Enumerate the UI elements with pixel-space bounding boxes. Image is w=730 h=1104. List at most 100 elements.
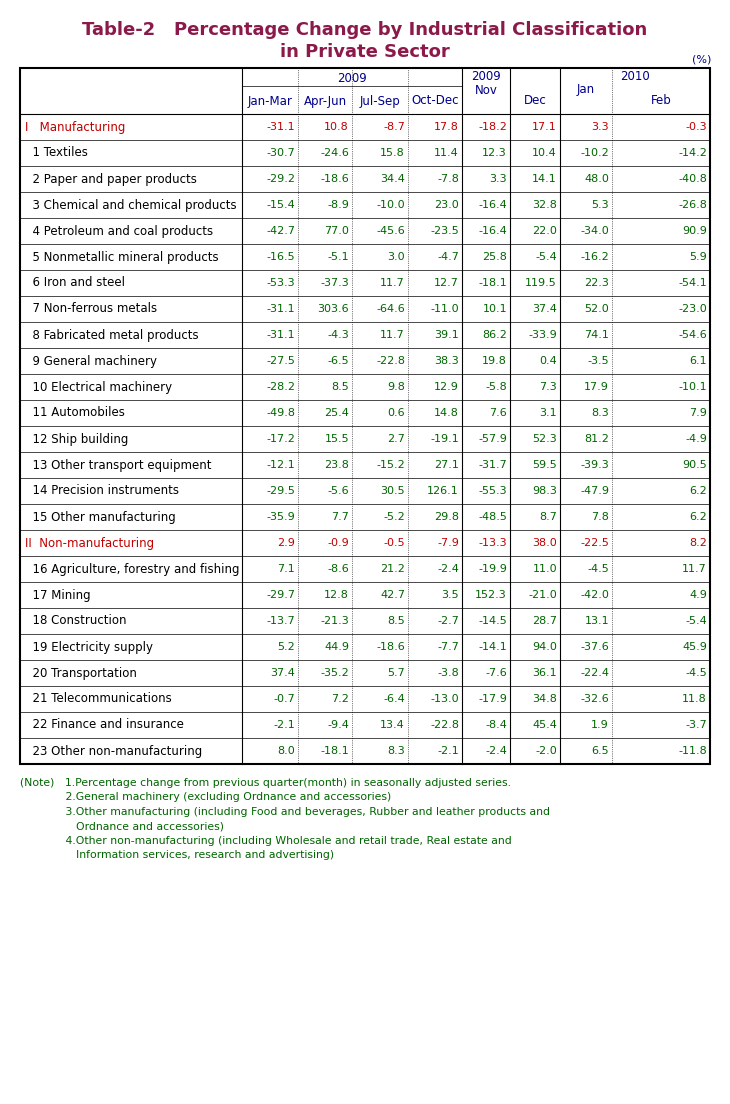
Text: Ordnance and accessories): Ordnance and accessories)	[20, 821, 224, 831]
Text: -13.7: -13.7	[266, 616, 295, 626]
Text: 6 Iron and steel: 6 Iron and steel	[25, 276, 125, 289]
Text: 30.5: 30.5	[380, 486, 405, 496]
Text: -18.6: -18.6	[320, 174, 349, 184]
Text: -29.7: -29.7	[266, 590, 295, 599]
Text: Jul-Sep: Jul-Sep	[360, 95, 400, 107]
Text: 7.1: 7.1	[277, 564, 295, 574]
Text: -35.2: -35.2	[320, 668, 349, 678]
Text: 7 Non-ferrous metals: 7 Non-ferrous metals	[25, 302, 157, 316]
Text: 13.1: 13.1	[585, 616, 609, 626]
Text: Apr-Jun: Apr-Jun	[304, 95, 347, 107]
Text: 3 Chemical and chemical products: 3 Chemical and chemical products	[25, 199, 237, 212]
Text: -48.5: -48.5	[478, 512, 507, 522]
Text: 59.5: 59.5	[532, 460, 557, 470]
Text: 98.3: 98.3	[532, 486, 557, 496]
Text: -55.3: -55.3	[478, 486, 507, 496]
Text: -16.5: -16.5	[266, 252, 295, 262]
Text: Table-2   Percentage Change by Industrial Classification: Table-2 Percentage Change by Industrial …	[82, 21, 648, 39]
Text: 5.2: 5.2	[277, 643, 295, 652]
Text: -54.1: -54.1	[678, 278, 707, 288]
Text: 17 Mining: 17 Mining	[25, 588, 91, 602]
Text: 8.2: 8.2	[689, 538, 707, 548]
Text: 14 Precision instruments: 14 Precision instruments	[25, 485, 179, 498]
Text: -5.6: -5.6	[327, 486, 349, 496]
Text: -24.6: -24.6	[320, 148, 349, 158]
Text: -40.8: -40.8	[678, 174, 707, 184]
Text: 45.9: 45.9	[682, 643, 707, 652]
Text: -31.1: -31.1	[266, 304, 295, 314]
Text: -42.7: -42.7	[266, 226, 295, 236]
Text: 126.1: 126.1	[427, 486, 459, 496]
Text: 15 Other manufacturing: 15 Other manufacturing	[25, 510, 176, 523]
Text: 1 Textiles: 1 Textiles	[25, 147, 88, 159]
Text: 10.1: 10.1	[483, 304, 507, 314]
Text: 13.4: 13.4	[380, 720, 405, 730]
Text: 8.3: 8.3	[591, 408, 609, 418]
Text: -30.7: -30.7	[266, 148, 295, 158]
Text: -11.0: -11.0	[431, 304, 459, 314]
Text: -23.5: -23.5	[430, 226, 459, 236]
Text: -4.5: -4.5	[587, 564, 609, 574]
Text: 3.1: 3.1	[539, 408, 557, 418]
Text: 2010: 2010	[620, 70, 650, 83]
Text: Oct-Dec: Oct-Dec	[411, 95, 458, 107]
Text: -13.3: -13.3	[478, 538, 507, 548]
Text: Jan: Jan	[577, 84, 595, 96]
Text: 18 Construction: 18 Construction	[25, 615, 126, 627]
Text: 1.9: 1.9	[591, 720, 609, 730]
Text: 4.Other non-manufacturing (including Wholesale and retail trade, Real estate and: 4.Other non-manufacturing (including Who…	[20, 836, 512, 846]
Text: -7.6: -7.6	[485, 668, 507, 678]
Text: -32.6: -32.6	[580, 694, 609, 704]
Text: -18.6: -18.6	[376, 643, 405, 652]
Text: -28.2: -28.2	[266, 382, 295, 392]
Text: 8.0: 8.0	[277, 746, 295, 756]
Text: -10.0: -10.0	[377, 200, 405, 210]
Text: 2.9: 2.9	[277, 538, 295, 548]
Text: -16.4: -16.4	[478, 226, 507, 236]
Text: -3.5: -3.5	[588, 355, 609, 367]
Text: -11.8: -11.8	[678, 746, 707, 756]
Text: Information services, research and advertising): Information services, research and adver…	[20, 850, 334, 860]
Text: 7.6: 7.6	[489, 408, 507, 418]
Text: -8.4: -8.4	[485, 720, 507, 730]
Text: 22 Finance and insurance: 22 Finance and insurance	[25, 719, 184, 732]
Text: -35.9: -35.9	[266, 512, 295, 522]
Text: 11.4: 11.4	[434, 148, 459, 158]
Text: -3.8: -3.8	[437, 668, 459, 678]
Text: 12.7: 12.7	[434, 278, 459, 288]
Text: -2.1: -2.1	[437, 746, 459, 756]
Text: 25.8: 25.8	[482, 252, 507, 262]
Text: -2.1: -2.1	[273, 720, 295, 730]
Text: 8.7: 8.7	[539, 512, 557, 522]
Text: Nov: Nov	[474, 84, 497, 96]
Text: 6.2: 6.2	[689, 512, 707, 522]
Text: 25.4: 25.4	[324, 408, 349, 418]
Text: -2.0: -2.0	[535, 746, 557, 756]
Text: in Private Sector: in Private Sector	[280, 43, 450, 61]
Text: -2.4: -2.4	[437, 564, 459, 574]
Text: -19.9: -19.9	[478, 564, 507, 574]
Text: 52.0: 52.0	[584, 304, 609, 314]
Text: 8.3: 8.3	[387, 746, 405, 756]
Text: 7.9: 7.9	[689, 408, 707, 418]
Text: -2.4: -2.4	[485, 746, 507, 756]
Text: 86.2: 86.2	[482, 330, 507, 340]
Text: 44.9: 44.9	[324, 643, 349, 652]
Text: -15.4: -15.4	[266, 200, 295, 210]
Text: 21 Telecommunications: 21 Telecommunications	[25, 692, 172, 705]
Text: 6.5: 6.5	[591, 746, 609, 756]
Text: 37.4: 37.4	[532, 304, 557, 314]
Text: -7.8: -7.8	[437, 174, 459, 184]
Text: 22.3: 22.3	[584, 278, 609, 288]
Text: -18.1: -18.1	[320, 746, 349, 756]
Text: 11.7: 11.7	[380, 278, 405, 288]
Text: -31.1: -31.1	[266, 123, 295, 132]
Text: 12 Ship building: 12 Ship building	[25, 433, 128, 446]
Text: -3.7: -3.7	[685, 720, 707, 730]
Text: 37.4: 37.4	[270, 668, 295, 678]
Text: -37.6: -37.6	[580, 643, 609, 652]
Text: -64.6: -64.6	[376, 304, 405, 314]
Text: 3.3: 3.3	[591, 123, 609, 132]
Text: -18.1: -18.1	[478, 278, 507, 288]
Text: -23.0: -23.0	[678, 304, 707, 314]
